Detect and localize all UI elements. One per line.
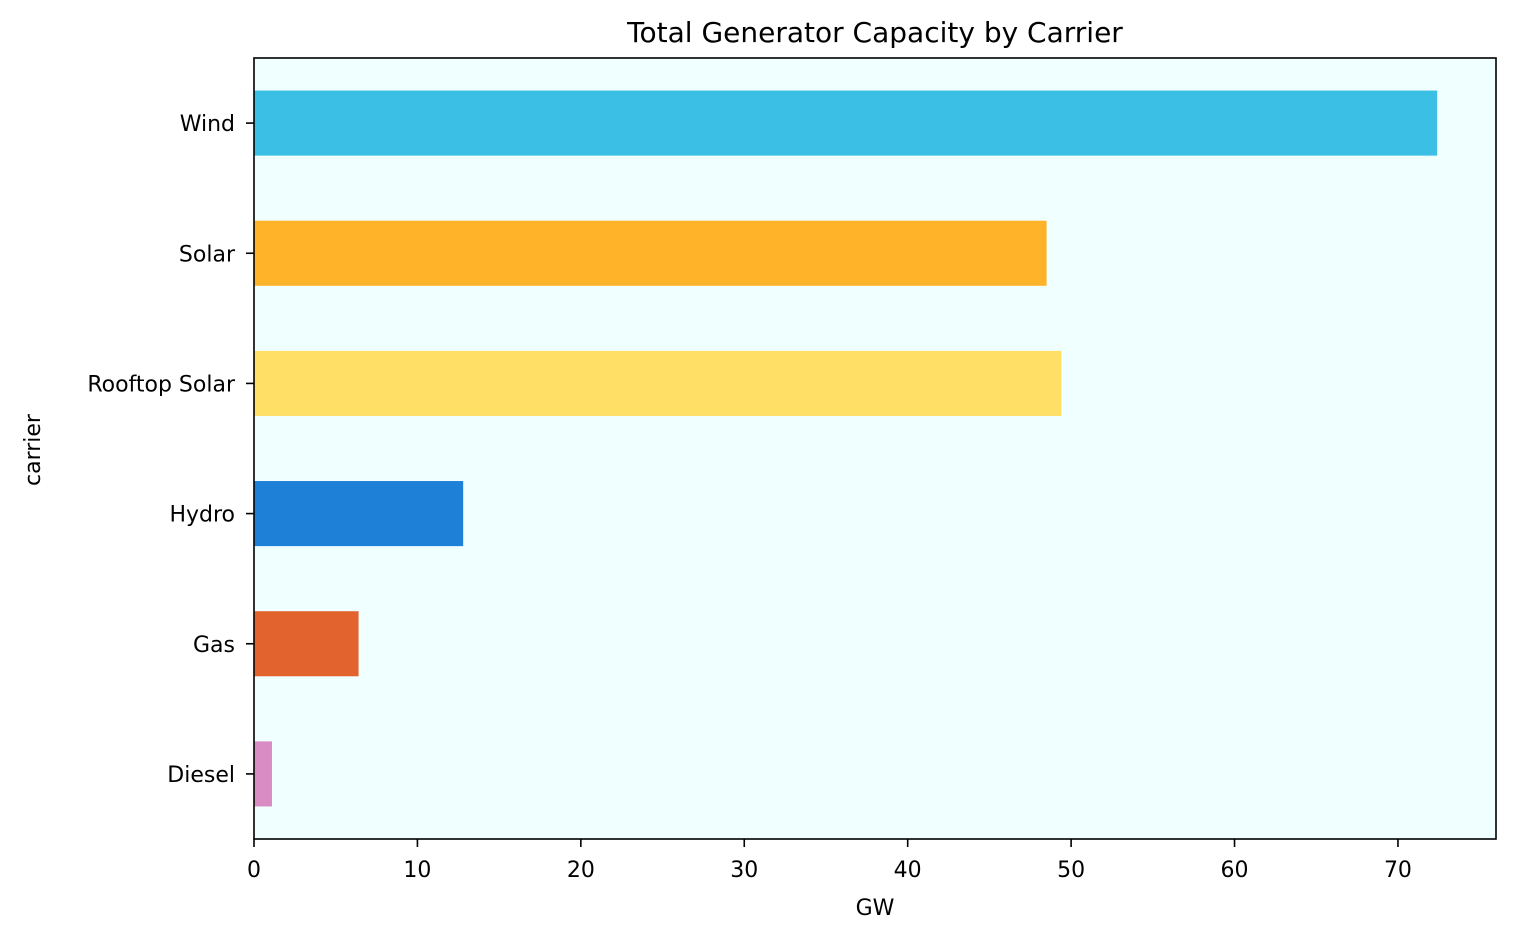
y-axis-label: carrier xyxy=(21,413,46,486)
y-tick-label: Rooftop Solar xyxy=(87,372,236,397)
plot-frame xyxy=(253,57,1497,840)
bar-hydro xyxy=(254,481,464,547)
y-tick-label: Diesel xyxy=(167,763,235,788)
bar-gas xyxy=(254,611,359,677)
bar-rooftop-solar xyxy=(254,350,1062,416)
bar-wind xyxy=(254,90,1438,156)
x-tick-label: 20 xyxy=(567,858,595,883)
y-axis-ticks: Diesel Gas Hydro Rooftop Solar Solar Wind xyxy=(87,112,254,788)
x-tick-label: 10 xyxy=(403,858,431,883)
x-tick-label: 30 xyxy=(730,858,758,883)
bars-group xyxy=(254,90,1438,807)
y-tick-label: Wind xyxy=(180,112,235,137)
x-tick-label: 70 xyxy=(1384,858,1412,883)
chart-title: Total Generator Capacity by Carrier xyxy=(626,16,1123,49)
x-tick-label: 40 xyxy=(894,858,922,883)
y-tick-label: Solar xyxy=(179,242,236,267)
plot-area xyxy=(254,58,1496,839)
x-axis-ticks: 0 10 20 30 40 50 60 70 xyxy=(247,839,1412,883)
bar-diesel xyxy=(254,741,272,807)
x-tick-label: 0 xyxy=(247,858,261,883)
x-tick-label: 60 xyxy=(1221,858,1249,883)
x-tick-label: 50 xyxy=(1057,858,1085,883)
y-tick-label: Gas xyxy=(193,633,235,658)
bar-solar xyxy=(254,220,1047,286)
y-tick-label: Hydro xyxy=(169,503,235,528)
x-axis-label: GW xyxy=(856,896,895,921)
